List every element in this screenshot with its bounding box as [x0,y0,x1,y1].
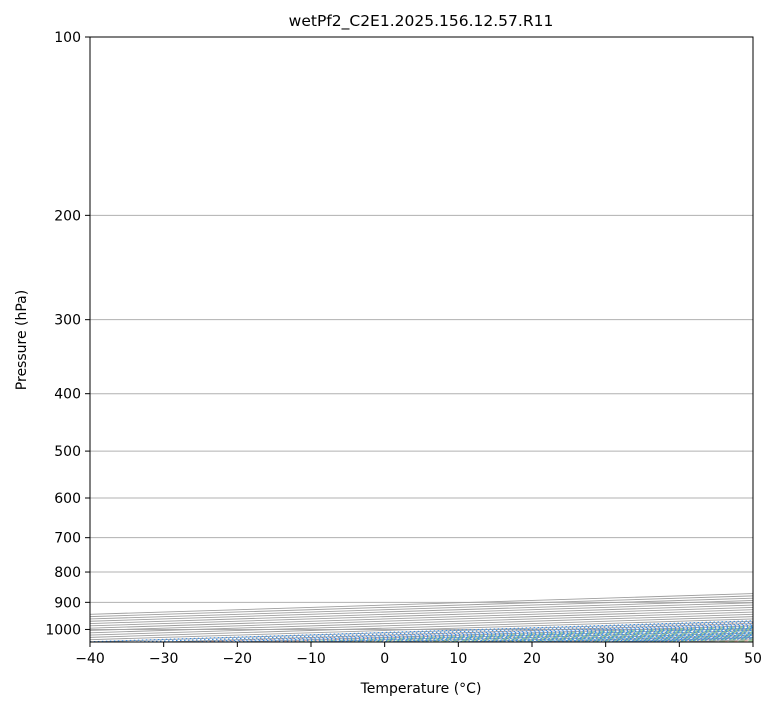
x-tick-label: −10 [296,651,326,667]
moist-adiabat-line [516,633,753,642]
isotherm-line [90,611,753,634]
y-tick-label: 700 [54,531,81,547]
y-tick-label: 200 [54,208,81,224]
isotherm-line [458,632,753,642]
moist-adiabat-line [346,628,753,642]
x-tick-label: 0 [380,651,389,667]
moist-adiabat-line [431,630,753,642]
dry-adiabat-line [412,630,753,642]
chart-title: wetPf2_C2E1.2025.156.12.57.R11 [289,12,554,31]
mixing-ratio-line [467,632,753,642]
isotherm-line [90,606,753,629]
y-axis-ticks: 100 200 300 400 500 600 700 800 900 1000 [45,30,90,638]
moist-adiabat-line [374,629,753,642]
x-tick-label: 40 [670,651,688,667]
y-tick-label: 300 [54,313,81,329]
moist-adiabats [289,626,753,642]
mixing-ratio-line [546,634,753,642]
x-axis-ticks: −40 −30 −20 −10 0 10 20 30 40 50 [75,642,762,667]
moist-adiabat-line [689,639,753,642]
isotherm-line [384,630,753,642]
y-tick-label: 400 [54,387,81,403]
moist-adiabat-line [403,630,753,642]
y-tick-label: 500 [54,444,81,460]
dry-adiabat-line [711,640,753,642]
y-tick-label: 1000 [45,622,81,638]
isotherm-line [90,604,753,627]
y-axis-label: Pressure (hPa) [14,290,30,390]
isotherm-line [90,597,753,620]
mixing-ratio-line [572,635,753,642]
x-tick-label: 10 [449,651,467,667]
moist-adiabat-line [718,640,753,642]
isotherm-line [605,636,753,642]
dry-adiabat-line [562,635,753,642]
isotherms [90,593,753,642]
y-tick-label: 800 [54,565,81,581]
isotherm-line [90,620,753,642]
moist-adiabat-line [459,631,753,642]
isotherm-line [90,600,753,622]
isotherm-line [90,618,753,641]
moist-adiabat-line [544,634,753,642]
x-tick-label: −20 [223,651,253,667]
moist-adiabat-line [660,638,753,642]
x-tick-label: 20 [523,651,541,667]
isotherm-line [679,639,753,642]
pressure-gridlines [90,37,753,630]
isotherm-line [752,641,753,642]
x-tick-label: −30 [149,651,179,667]
x-tick-label: 50 [744,651,762,667]
dry-adiabat-line [636,637,753,642]
x-axis-label: Temperature (°C) [360,681,482,697]
dry-adiabat-line [487,632,753,642]
isotherm-line [163,623,753,642]
isotherm-line [90,593,753,615]
y-tick-label: 100 [54,30,81,46]
moist-adiabat-line [573,635,753,642]
dry-adiabat-line [338,627,753,642]
x-tick-label: 30 [597,651,615,667]
isotherm-line [90,609,753,631]
moist-adiabat-line [602,636,753,642]
dry-adiabat-line [188,622,753,642]
isotherm-line [90,595,753,618]
y-tick-label: 600 [54,491,81,507]
dry-adiabats [188,622,753,642]
moist-adiabat-line [317,627,753,642]
plot-frame [89,36,754,643]
moist-adiabat-line [289,626,753,642]
moist-adiabat-line [488,632,753,642]
isotherm-line [90,602,753,624]
isotherm-line [90,616,753,638]
isotherm-line [310,627,753,642]
x-tick-label: −40 [75,651,105,667]
y-tick-label: 900 [54,595,81,611]
mixing-ratio-line [132,621,753,642]
isotherm-line [90,613,753,636]
isotherm-line [531,634,753,642]
isotherm-line [237,625,753,642]
dry-adiabat-line [263,625,753,642]
